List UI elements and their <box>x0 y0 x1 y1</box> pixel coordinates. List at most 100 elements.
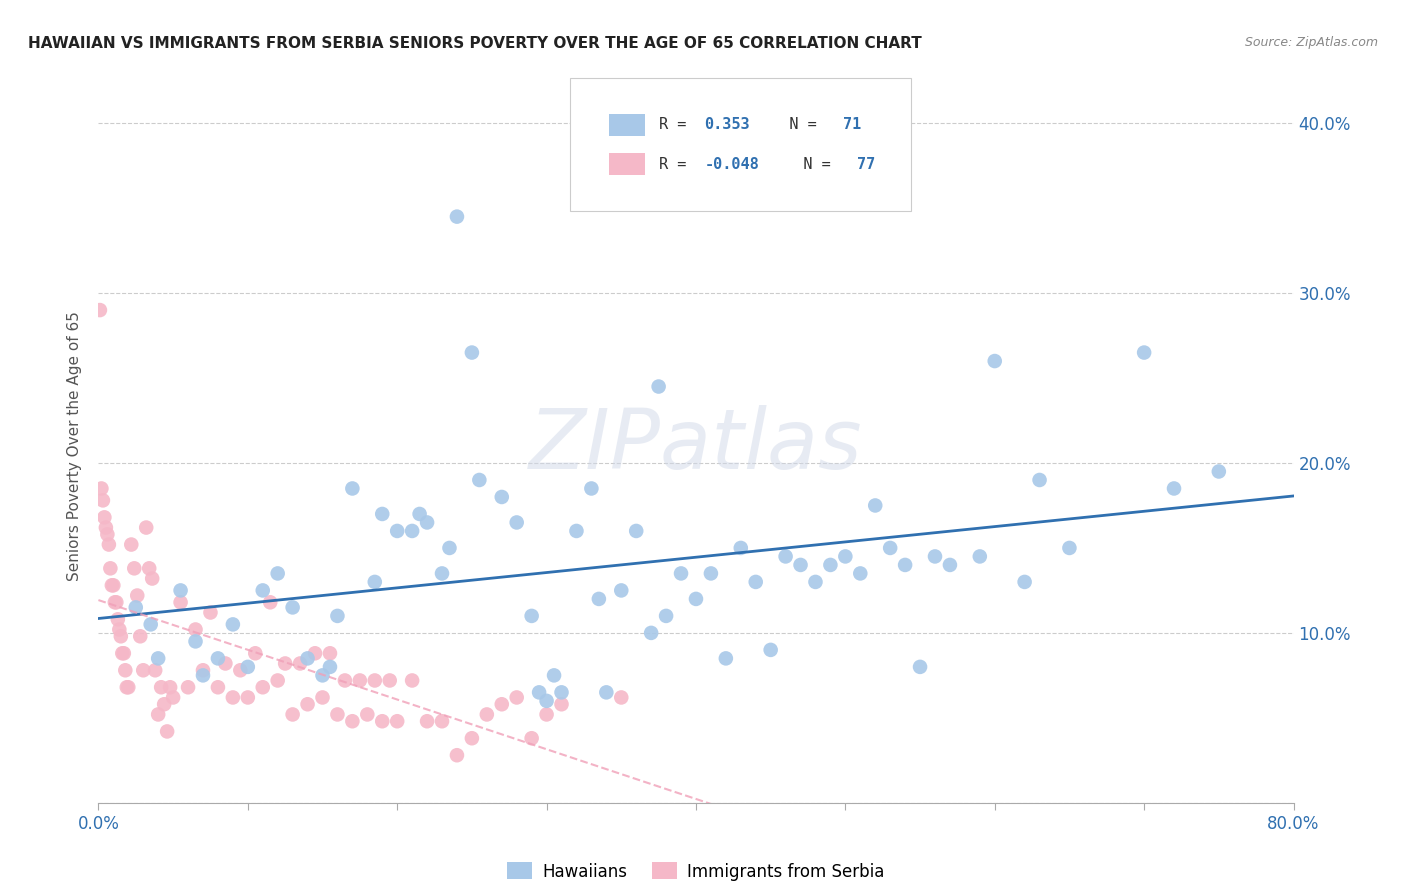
Point <box>371 507 394 521</box>
Point <box>475 707 498 722</box>
Point <box>267 673 290 688</box>
Point <box>908 660 931 674</box>
Point <box>565 524 588 538</box>
Point <box>98 561 122 575</box>
Point <box>101 578 124 592</box>
Point <box>297 698 319 712</box>
Point <box>281 707 304 722</box>
Point <box>104 595 127 609</box>
Point <box>108 623 131 637</box>
Point <box>685 591 707 606</box>
Point <box>129 629 152 643</box>
Bar <box>609 153 644 175</box>
Text: R =: R = <box>659 157 696 171</box>
Point <box>267 566 290 581</box>
Point <box>94 520 117 534</box>
Point <box>506 690 529 705</box>
Point <box>439 541 461 555</box>
Point <box>759 643 782 657</box>
Point <box>111 646 134 660</box>
Point <box>416 714 439 729</box>
Point <box>169 583 191 598</box>
Point <box>89 303 111 318</box>
Point <box>326 707 349 722</box>
Point <box>820 558 842 572</box>
Point <box>1014 574 1036 589</box>
Point <box>1163 482 1185 496</box>
Point <box>745 574 768 589</box>
Point <box>939 558 962 572</box>
Point <box>669 566 692 581</box>
Point <box>184 623 207 637</box>
Point <box>550 685 572 699</box>
Point <box>342 482 364 496</box>
Point <box>491 698 513 712</box>
Point <box>103 578 125 592</box>
Point <box>274 657 297 671</box>
Point <box>319 646 342 660</box>
Point <box>245 646 267 660</box>
Text: 0.353: 0.353 <box>704 118 749 132</box>
Point <box>139 617 162 632</box>
Text: R =: R = <box>659 118 696 132</box>
Point <box>169 595 191 609</box>
Point <box>804 574 827 589</box>
Point <box>401 673 423 688</box>
Point <box>236 690 259 705</box>
Point <box>610 583 633 598</box>
Point <box>520 608 543 623</box>
Point <box>311 690 333 705</box>
Point <box>714 651 737 665</box>
Point <box>378 673 401 688</box>
Point <box>879 541 901 555</box>
Point <box>200 606 222 620</box>
Point <box>527 685 550 699</box>
Point <box>865 499 887 513</box>
Point <box>177 680 200 694</box>
Point <box>536 694 558 708</box>
Point <box>1208 465 1230 479</box>
Point <box>304 646 326 660</box>
Point <box>229 663 252 677</box>
Point <box>364 574 387 589</box>
Point <box>550 698 572 712</box>
Point <box>491 490 513 504</box>
Point <box>588 591 610 606</box>
Point <box>127 589 149 603</box>
Point <box>520 731 543 746</box>
Point <box>640 626 662 640</box>
Point <box>252 680 274 694</box>
Point <box>91 493 114 508</box>
Point <box>214 657 236 671</box>
Point <box>364 673 387 688</box>
Point <box>626 524 648 538</box>
Point <box>132 663 155 677</box>
Point <box>191 663 214 677</box>
Point <box>117 680 139 694</box>
Point <box>468 473 491 487</box>
Point <box>730 541 752 555</box>
Text: HAWAIIAN VS IMMIGRANTS FROM SERBIA SENIORS POVERTY OVER THE AGE OF 65 CORRELATIO: HAWAIIAN VS IMMIGRANTS FROM SERBIA SENIO… <box>28 36 922 51</box>
Point <box>120 537 142 551</box>
Point <box>156 724 179 739</box>
Point <box>135 520 157 534</box>
Point <box>416 516 439 530</box>
Point <box>222 690 245 705</box>
Point <box>114 663 136 677</box>
Point <box>581 482 603 496</box>
Text: N =: N = <box>762 118 825 132</box>
Point <box>1059 541 1081 555</box>
Point <box>595 685 617 699</box>
Point <box>969 549 991 564</box>
Point <box>124 561 146 575</box>
Point <box>1028 473 1050 487</box>
Point <box>342 714 364 729</box>
Text: Source: ZipAtlas.com: Source: ZipAtlas.com <box>1244 36 1378 49</box>
Point <box>924 549 946 564</box>
Point <box>371 714 394 729</box>
Point <box>536 707 558 722</box>
Point <box>148 651 170 665</box>
Text: ZIPatlas: ZIPatlas <box>529 406 863 486</box>
Point <box>93 510 115 524</box>
Point <box>159 680 181 694</box>
